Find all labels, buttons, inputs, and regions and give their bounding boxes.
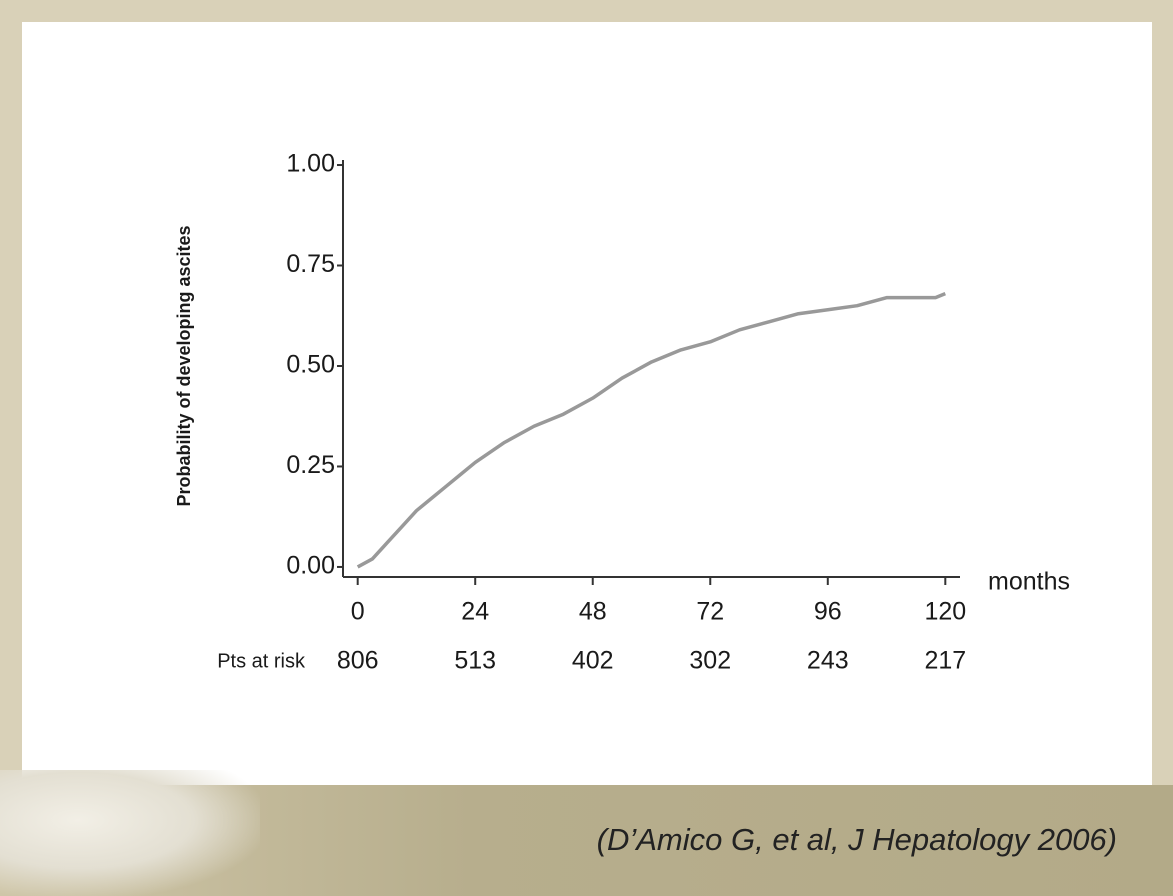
at-risk-value: 402 <box>572 647 614 675</box>
y-axis-label: Probability of developing ascites <box>174 225 194 506</box>
at-risk-value: 243 <box>807 647 849 675</box>
at-risk-value: 806 <box>337 647 379 675</box>
at-risk-value: 302 <box>689 647 731 675</box>
at-risk-value: 217 <box>924 647 966 675</box>
x-tick-label: 48 <box>579 598 607 626</box>
y-tick-label: 0.00 <box>286 552 335 580</box>
x-tick-label: 120 <box>924 598 966 626</box>
at-risk-label: Pts at risk <box>217 650 306 672</box>
x-axis-label: months <box>988 568 1070 596</box>
x-tick-label: 96 <box>814 598 842 626</box>
y-tick-label: 0.25 <box>286 451 335 479</box>
x-tick-label: 24 <box>461 598 489 626</box>
leaf-decoration <box>0 770 260 896</box>
white-panel <box>22 22 1152 785</box>
citation: (D’Amico G, et al, J Hepatology 2006) <box>596 822 1117 857</box>
curve <box>356 292 946 569</box>
chart: Probability of developing ascites months… <box>174 150 1070 675</box>
x-tick-label: 72 <box>696 598 724 626</box>
y-tick-label: 0.50 <box>286 351 335 379</box>
y-tick-label: 1.00 <box>286 150 335 178</box>
x-tick-label: 0 <box>351 598 365 626</box>
at-risk-value: 513 <box>454 647 496 675</box>
y-tick-label: 0.75 <box>286 250 335 278</box>
